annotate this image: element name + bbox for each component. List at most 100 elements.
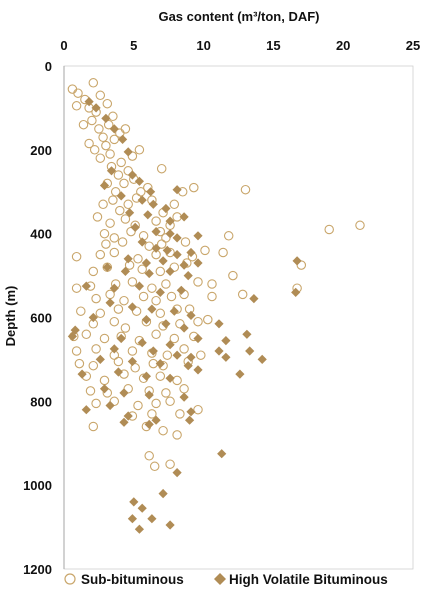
high-volatile-bituminous-point bbox=[172, 233, 182, 243]
sub-bituminous-point bbox=[144, 451, 154, 461]
sub-bituminous-point bbox=[147, 409, 157, 419]
high-volatile-bituminous-point bbox=[185, 415, 195, 425]
sub-bituminous-point bbox=[109, 316, 120, 327]
high-volatile-bituminous-point bbox=[144, 268, 154, 279]
high-volatile-bituminous-point bbox=[109, 344, 119, 354]
high-volatile-bituminous-point bbox=[179, 392, 189, 402]
high-volatile-bituminous-point bbox=[109, 124, 119, 134]
sub-bituminous-point bbox=[95, 308, 106, 319]
sub-bituminous-point bbox=[120, 323, 131, 333]
sub-bituminous-point bbox=[116, 157, 126, 168]
sub-bituminous-point bbox=[147, 283, 157, 293]
x-tick-label: 20 bbox=[336, 38, 350, 53]
high-volatile-bituminous-point bbox=[148, 346, 158, 356]
sub-bituminous-point bbox=[87, 115, 97, 126]
high-volatile-bituminous-point bbox=[88, 312, 98, 323]
sub-bituminous-point bbox=[324, 224, 334, 235]
sub-bituminous-point bbox=[119, 178, 129, 189]
sub-bituminous-point bbox=[166, 291, 177, 302]
sub-bituminous-point bbox=[189, 182, 199, 193]
high-volatile-bituminous-point bbox=[165, 373, 175, 383]
sub-bituminous-point bbox=[98, 199, 108, 210]
sub-bituminous-point bbox=[109, 247, 120, 258]
x-tick-label: 0 bbox=[60, 38, 67, 53]
sub-bituminous-point bbox=[207, 291, 217, 302]
high-volatile-bituminous-point bbox=[257, 354, 267, 364]
sub-bituminous-point bbox=[99, 333, 110, 344]
sub-bituminous-point bbox=[175, 409, 185, 419]
sub-bituminous-point bbox=[165, 396, 175, 407]
high-volatile-bituminous-point bbox=[147, 514, 157, 524]
sub-bituminous-point bbox=[113, 304, 124, 314]
high-volatile-bituminous-point bbox=[91, 103, 101, 113]
high-volatile-bituminous-point bbox=[141, 315, 151, 325]
sub-bituminous-point bbox=[71, 101, 82, 111]
x-tick-label: 10 bbox=[196, 38, 210, 53]
sub-bituminous-point bbox=[156, 163, 167, 174]
sub-bituminous-point bbox=[151, 329, 161, 340]
sub-bituminous-point bbox=[193, 277, 203, 287]
y-tick-label: 0 bbox=[45, 59, 52, 74]
high-volatile-bituminous-point bbox=[127, 356, 137, 367]
high-volatile-bituminous-point bbox=[118, 134, 128, 144]
sub-bituminous-point bbox=[162, 350, 173, 360]
sub-bituminous-point bbox=[67, 84, 78, 94]
high-volatile-bituminous-point bbox=[109, 283, 119, 293]
high-volatile-bituminous-point bbox=[141, 371, 151, 381]
high-volatile-bituminous-point bbox=[169, 306, 179, 316]
sub-bituminous-point bbox=[155, 308, 166, 319]
sub-bituminous-point bbox=[89, 145, 100, 155]
high-volatile-bituminous-point bbox=[183, 361, 193, 371]
high-volatile-bituminous-point bbox=[155, 287, 165, 297]
high-volatile-bituminous-point bbox=[151, 227, 161, 237]
y-tick-label: 1200 bbox=[23, 562, 52, 577]
sub-bituminous-point bbox=[71, 251, 82, 262]
high-volatile-bituminous-point bbox=[116, 333, 126, 344]
high-volatile-bituminous-point bbox=[119, 388, 129, 398]
high-volatile-bituminous-point bbox=[179, 260, 189, 270]
high-volatile-bituminous-point bbox=[99, 384, 110, 394]
sub-bituminous-point bbox=[119, 295, 129, 306]
high-volatile-bituminous-point bbox=[186, 407, 196, 417]
high-volatile-bituminous-point bbox=[155, 359, 165, 369]
high-volatile-bituminous-point bbox=[99, 180, 110, 191]
high-volatile-bituminous-point bbox=[245, 346, 255, 356]
high-volatile-bituminous-point bbox=[77, 369, 87, 379]
high-volatile-bituminous-point bbox=[127, 514, 137, 524]
high-volatile-bituminous-point bbox=[151, 415, 161, 425]
sub-bituminous-point bbox=[179, 344, 189, 354]
high-volatile-bituminous-point bbox=[193, 365, 203, 375]
high-volatile-bituminous-point bbox=[161, 319, 171, 329]
sub-bituminous-point bbox=[113, 356, 124, 367]
sub-bituminous-point bbox=[99, 375, 110, 386]
legend-sub-bituminous-marker bbox=[64, 573, 76, 585]
y-tick-label: 200 bbox=[30, 143, 52, 158]
sub-bituminous-point bbox=[109, 233, 120, 243]
sub-bituminous-point bbox=[91, 293, 101, 304]
sub-bituminous-point bbox=[108, 111, 118, 122]
high-volatile-bituminous-point bbox=[144, 390, 154, 400]
high-volatile-bituminous-point bbox=[101, 113, 111, 123]
legend: Sub-bituminous High Volatile Bituminous bbox=[64, 572, 388, 587]
x-tick-label: 5 bbox=[130, 38, 137, 53]
sub-bituminous-point bbox=[130, 363, 140, 373]
x-axis-tick-labels: 0 5 10 15 20 25 bbox=[60, 38, 420, 53]
sub-bituminous-point bbox=[218, 247, 228, 258]
legend-high-volatile-bituminous-label: High Volatile Bituminous bbox=[229, 572, 388, 587]
sub-bituminous-point bbox=[228, 270, 238, 281]
sub-bituminous-point bbox=[73, 88, 83, 98]
sub-bituminous-point bbox=[95, 153, 106, 163]
y-axis-tick-labels: 0 200 400 600 800 1000 1200 bbox=[23, 59, 52, 577]
sub-bituminous-point bbox=[115, 205, 125, 216]
high-volatile-bituminous-point bbox=[144, 419, 154, 429]
high-volatile-bituminous-point bbox=[123, 147, 133, 157]
sub-bituminous-point bbox=[193, 316, 203, 327]
sub-bituminous-point bbox=[76, 306, 86, 316]
series-sub-bituminous bbox=[67, 78, 365, 472]
high-volatile-bituminous-point bbox=[105, 400, 115, 411]
sub-bituminous-point bbox=[71, 346, 82, 356]
sub-bituminous-point bbox=[151, 398, 161, 409]
sub-bituminous-point bbox=[84, 138, 94, 149]
high-volatile-bituminous-point bbox=[193, 258, 203, 268]
sub-bituminous-point bbox=[95, 249, 106, 260]
